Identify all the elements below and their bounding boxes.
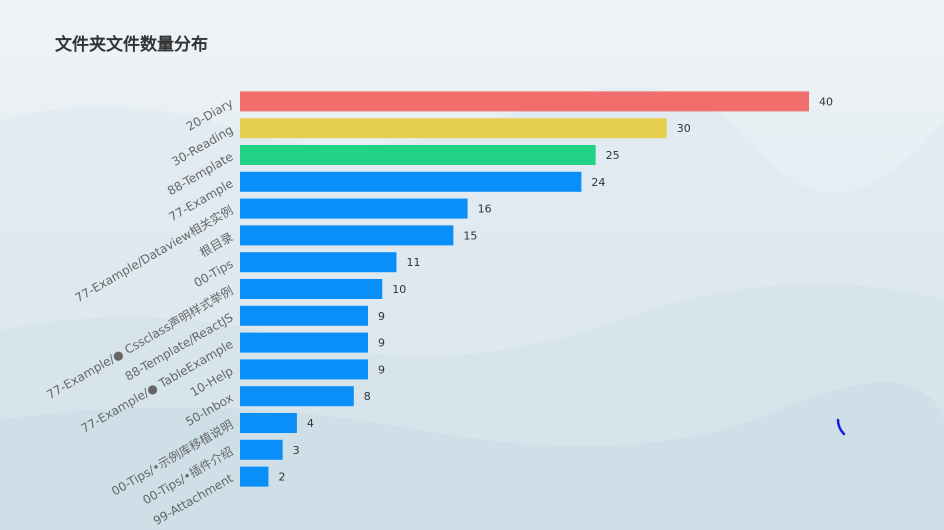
value-label: 4 [307,417,314,430]
value-label: 40 [819,95,833,108]
value-label: 9 [378,310,385,323]
cursor-mark-icon [836,418,846,436]
value-label: 9 [378,363,385,376]
bar[interactable] [240,118,667,139]
bar[interactable] [240,332,369,353]
value-label: 11 [406,256,420,269]
bar[interactable] [240,466,269,487]
value-label: 24 [591,176,605,189]
value-label: 15 [463,229,477,242]
value-label: 16 [478,203,492,216]
value-label: 8 [364,390,371,403]
bar[interactable] [240,279,383,299]
bar[interactable] [240,439,283,460]
bar[interactable] [240,413,297,433]
value-label: 25 [606,149,620,162]
bar[interactable] [240,171,582,192]
bar[interactable] [240,91,809,112]
chart-title: 文件夹文件数量分布 [55,35,208,55]
value-label: 30 [677,122,691,135]
bar[interactable] [240,198,468,219]
value-label: 9 [378,337,385,350]
bar[interactable] [240,305,369,326]
bar[interactable] [240,359,369,380]
bar[interactable] [240,225,454,246]
value-label: 2 [278,471,285,484]
category-label: 根目录 [197,230,235,260]
value-label: 10 [392,283,406,296]
value-label: 3 [293,444,300,457]
bar[interactable] [240,386,354,407]
bar[interactable] [240,145,596,165]
bar[interactable] [240,252,397,273]
